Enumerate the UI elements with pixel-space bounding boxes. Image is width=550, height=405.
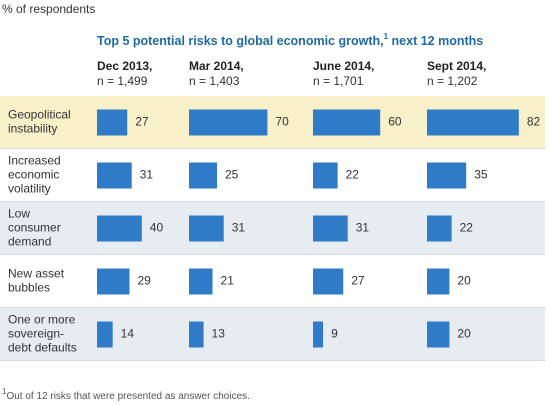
row-background [0, 308, 545, 360]
row-background [0, 255, 545, 307]
bar [313, 321, 324, 348]
column-n: n = 1,701 [313, 74, 364, 88]
row-label-line: Geopolitical [8, 108, 71, 122]
column-header: Sept 2014, [427, 59, 486, 73]
footnote: 1Out of 12 risks that were presented as … [2, 387, 250, 402]
row-label: Increased economic volatility [8, 154, 61, 196]
value-label: 27 [351, 274, 365, 288]
value-label: 60 [388, 115, 402, 129]
value-label: 22 [460, 221, 474, 235]
row-label-line: instability [8, 122, 57, 136]
bar [313, 268, 344, 295]
row-label-line: volatility [8, 182, 51, 196]
row-label-line: Increased [8, 154, 61, 168]
bar [427, 268, 450, 295]
row-label-line: New asset [8, 267, 65, 281]
row-label-line: demand [8, 235, 51, 249]
value-label: 14 [121, 327, 135, 341]
bar [313, 162, 338, 189]
row-label: Geopolitical instability [8, 108, 71, 136]
value-label: 35 [474, 168, 488, 182]
column-n: n = 1,499 [97, 74, 148, 88]
value-label: 82 [527, 115, 541, 129]
bar [313, 109, 381, 136]
column-header: Mar 2014, [189, 59, 244, 73]
column-header: June 2014, [313, 59, 374, 73]
footnote-text: Out of 12 risks that were presented as a… [6, 391, 249, 402]
bar [427, 162, 467, 189]
rows: Geopolitical instability 27 70 60 82 Increased… [0, 96, 545, 361]
bar [97, 109, 128, 136]
bar [97, 215, 142, 242]
title-text: Top 5 potential risks to global economic… [97, 34, 384, 48]
bar [427, 215, 452, 242]
value-label: 13 [212, 327, 226, 341]
row-label-line: sovereign- [8, 327, 64, 341]
value-label: 31 [356, 221, 370, 235]
note: % of respondents [2, 2, 95, 16]
column-n: n = 1,202 [427, 74, 478, 88]
value-label: 70 [275, 115, 289, 129]
title-ref: 1 [384, 32, 389, 41]
bar [427, 109, 519, 136]
value-label: 31 [232, 221, 246, 235]
bar [189, 109, 268, 136]
bar [189, 162, 217, 189]
column-n: n = 1,403 [189, 74, 240, 88]
bar [97, 321, 113, 348]
title-tail: next 12 months [388, 34, 483, 48]
row-label-line: consumer [8, 221, 61, 235]
row-label-line: Low [8, 207, 30, 221]
row-label-line: economic [8, 168, 59, 182]
bar [427, 321, 450, 348]
bar [97, 268, 130, 295]
value-label: 20 [457, 274, 471, 288]
footnote-ref: 1 [2, 387, 7, 396]
value-label: 20 [457, 327, 471, 341]
value-label: 22 [346, 168, 360, 182]
value-label: 9 [331, 327, 338, 341]
value-label: 29 [137, 274, 151, 288]
row-label-line: One or more [8, 313, 76, 327]
bar [313, 215, 348, 242]
row-label: New asset bubbles [8, 267, 65, 295]
row-background [0, 202, 545, 254]
value-label: 21 [221, 274, 235, 288]
bar [97, 162, 132, 189]
bar [189, 268, 213, 295]
value-label: 25 [225, 168, 239, 182]
chart-title: Top 5 potential risks to global economic… [97, 32, 483, 48]
bar [189, 321, 204, 348]
row-label-line: bubbles [8, 281, 50, 295]
column-header: Dec 2013, [97, 59, 152, 73]
value-label: 40 [150, 221, 164, 235]
row-label: One or more sovereign-debt defaults [8, 313, 77, 355]
bar [189, 215, 224, 242]
value-label: 31 [140, 168, 154, 182]
row-label: Low consumer demand [8, 207, 61, 249]
row-label-line: debt defaults [8, 341, 77, 355]
value-label: 27 [135, 115, 149, 129]
